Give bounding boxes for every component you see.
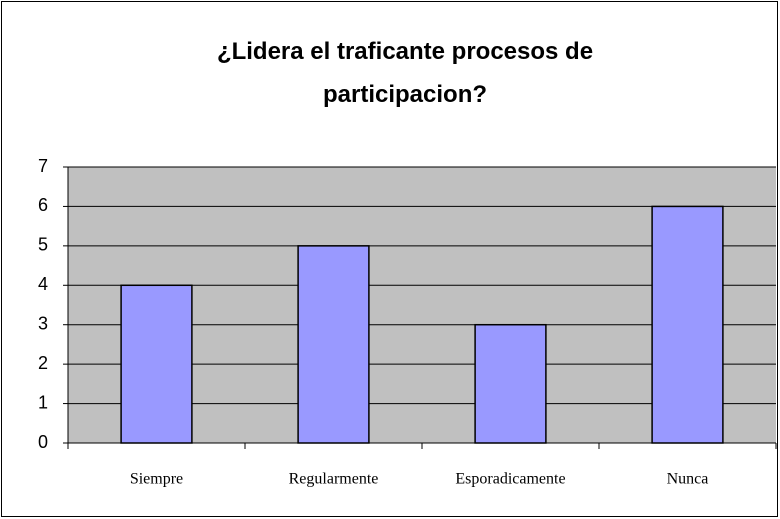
y-tick-label: 7 [38, 156, 48, 176]
bar [120, 284, 193, 444]
y-tick-label: 3 [38, 313, 48, 333]
bar [297, 245, 370, 444]
bar [651, 205, 724, 444]
y-tick-label: 0 [38, 432, 48, 452]
y-tick-label: 4 [38, 274, 48, 294]
x-tick-label: Esporadicamente [455, 471, 565, 488]
bar [474, 323, 547, 444]
y-tick-label: 5 [38, 235, 48, 255]
x-tick-label: Nunca [667, 471, 709, 488]
x-tick-label: Regularmente [289, 471, 379, 488]
chart-title: ¿Lidera el traficante procesos de partic… [216, 38, 594, 108]
y-tick-label: 1 [38, 392, 48, 412]
x-tick-label: Siempre [130, 471, 183, 488]
y-tick-label: 2 [38, 353, 48, 373]
y-tick-label: 6 [38, 195, 48, 215]
